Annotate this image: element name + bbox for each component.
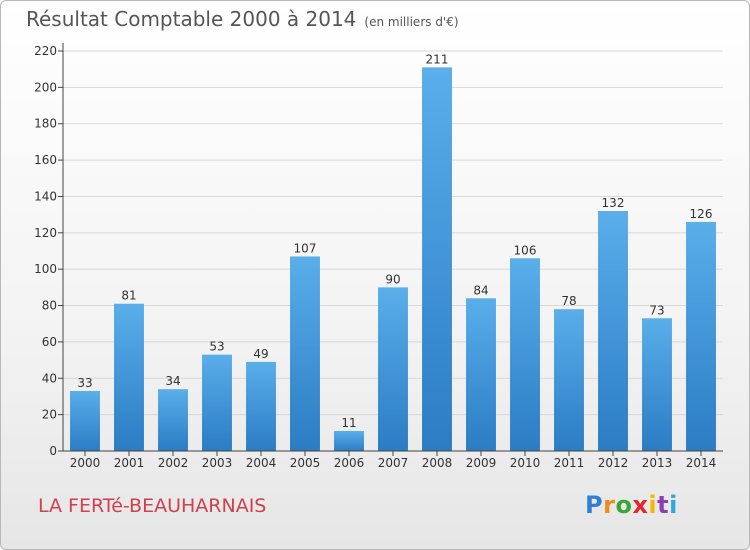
bar-2002 (158, 389, 188, 451)
x-tick-label: 2004 (246, 456, 277, 470)
y-tick-label: 100 (34, 262, 57, 276)
bar-2014 (686, 221, 716, 451)
x-tick-label: 2001 (114, 456, 145, 470)
bar-value-label: 73 (649, 303, 664, 317)
bar-value-label: 11 (341, 416, 356, 430)
bar-2007 (378, 287, 408, 451)
x-tick-label: 2002 (158, 456, 189, 470)
bar-2001 (114, 303, 144, 451)
bar-value-label: 53 (209, 340, 224, 354)
x-tick-label: 2010 (510, 456, 541, 470)
bar-value-label: 49 (253, 347, 268, 361)
bar-2005 (290, 256, 320, 451)
bars: 33 81 34 53 49 107 11 90 211 84 106 78 132 73 126 (70, 52, 716, 451)
bar-2010 (510, 258, 540, 451)
bar-2003 (202, 354, 232, 451)
y-tick-label: 0 (49, 444, 57, 458)
x-tick-label: 2009 (466, 456, 497, 470)
bar-2012 (598, 211, 628, 451)
bar-value-label: 78 (561, 294, 576, 308)
x-tick-label: 2012 (598, 456, 629, 470)
y-tick-label: 220 (34, 44, 57, 58)
y-tick-label: 180 (34, 117, 57, 131)
x-tick-label: 2014 (686, 456, 717, 470)
x-tick-label: 2008 (422, 456, 453, 470)
x-tick-label: 2013 (642, 456, 673, 470)
bar-value-label: 106 (514, 243, 537, 257)
bar-value-label: 81 (121, 289, 136, 303)
axes: 0 20 40 60 80 100 120 140 160 180 200 220 2000 2001 20… (34, 43, 723, 470)
x-tick-label: 2011 (554, 456, 585, 470)
y-tick-label: 120 (34, 226, 57, 240)
bar-2011 (554, 309, 584, 451)
x-tick-label: 2006 (334, 456, 365, 470)
y-tick-label: 140 (34, 189, 57, 203)
y-tick-label: 200 (34, 80, 57, 94)
proxiti-logo: Proxiti (585, 491, 678, 519)
chart-title-main: Résultat Comptable 2000 à 2014 (26, 7, 357, 31)
bar-2000 (70, 391, 100, 451)
bar-2004 (246, 361, 276, 451)
bar-value-label: 34 (165, 374, 180, 388)
bar-value-label: 132 (602, 196, 625, 210)
x-tick-label: 2007 (378, 456, 409, 470)
bar-value-label: 107 (294, 241, 317, 255)
bar-value-label: 126 (690, 207, 713, 221)
bar-2009 (466, 298, 496, 451)
bar-2013 (642, 318, 672, 451)
bar-value-label: 211 (426, 52, 449, 66)
bar-value-label: 84 (473, 283, 488, 297)
x-tick-label: 2005 (290, 456, 321, 470)
bar-2006 (334, 431, 364, 451)
bar-2008 (422, 67, 452, 451)
chart-title-unit: (en milliers d'€) (364, 15, 459, 29)
bar-value-label: 90 (385, 272, 400, 286)
commune-name: LA FERTé-BEAUHARNAIS (38, 495, 267, 517)
x-tick-label: 2003 (202, 456, 233, 470)
y-tick-label: 160 (34, 153, 57, 167)
chart-title: Résultat Comptable 2000 à 2014 (en millie… (26, 7, 459, 31)
y-tick-label: 20 (42, 408, 57, 422)
bar-value-label: 33 (77, 376, 92, 390)
y-tick-label: 40 (42, 371, 57, 385)
y-tick-label: 60 (42, 335, 57, 349)
x-tick-label: 2000 (70, 456, 101, 470)
y-tick-label: 80 (42, 299, 57, 313)
